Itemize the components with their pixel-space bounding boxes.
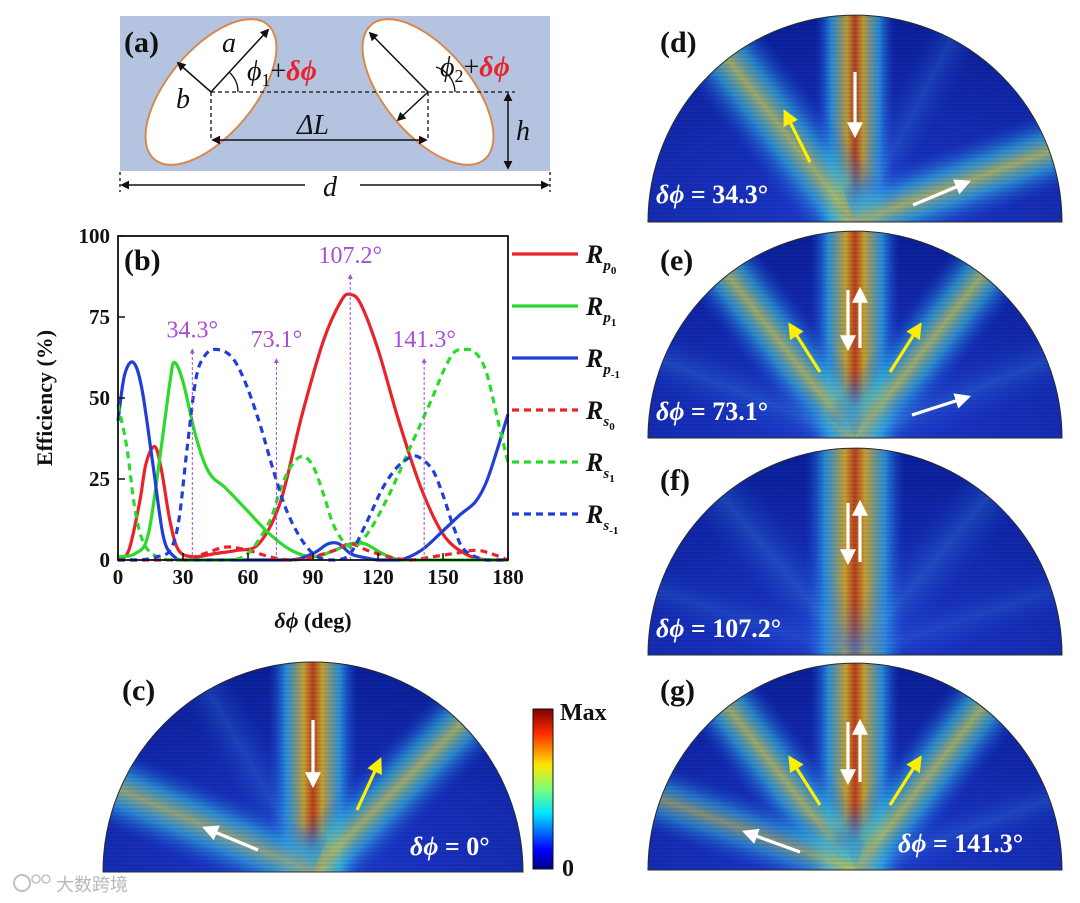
field-map-d: δϕ = 34.3° (d) [647, 14, 1063, 223]
y-tick-label: 75 [89, 305, 110, 329]
beam-direction-arrow-yellow [888, 322, 922, 373]
field-map-g: δϕ = 141.3° (g) [647, 662, 1063, 871]
panel-label-a: (a) [124, 26, 159, 59]
panel-label-c: (c) [122, 674, 155, 707]
field-map-outline [647, 447, 1063, 656]
semi-axis-b-arrow [176, 61, 212, 93]
watermark-logo-icon [13, 874, 31, 892]
right-minor-axis-arrow [396, 91, 429, 122]
panel-label-e: (e) [660, 244, 693, 277]
beam-direction-arrow-yellow [788, 322, 822, 373]
delta-phi-label: δϕ = 0° [410, 832, 490, 861]
label-delta-l: ΔL [296, 110, 329, 141]
y-tick-label: 50 [89, 386, 110, 410]
field-map-f: δϕ = 107.2° (f) [647, 447, 1063, 656]
legend-label: Rp1 [585, 292, 616, 329]
colorbar: Max 0 [532, 700, 607, 882]
field-map-outline [647, 230, 1063, 439]
field-map-e: δϕ = 73.1° (e) [647, 230, 1063, 439]
beam-direction-arrow-white [202, 825, 259, 852]
label-a: a [222, 28, 236, 59]
delta-phi-label: δϕ = 34.3° [656, 180, 768, 209]
annotation-label-1072: 107.2° [318, 243, 382, 269]
delta-phi-label: δϕ = 107.2° [656, 614, 781, 643]
series-line-r-p-1 [116, 360, 510, 562]
chart-legend: Rp0 Rp1 Rp-1 Rs0 Rs1 Rs-1 [512, 240, 620, 537]
chart-annotations-group: 34.3° 73.1° 107.2° 141.3° [167, 243, 456, 560]
x-tick-label: 30 [173, 565, 194, 589]
label-h: h [516, 116, 530, 147]
legend-label: Rp0 [585, 240, 617, 277]
series-line-r-s-1 [118, 347, 508, 562]
beam-direction-arrow-white [911, 393, 972, 417]
field-map-outline [647, 14, 1063, 223]
colorbar-gradient [532, 708, 554, 870]
chart-ticks-group: 0 30 60 90 120 150 180 0 25 50 75 100 [79, 224, 524, 589]
x-tick-label: 60 [238, 565, 259, 589]
field-map-outline [647, 662, 1063, 871]
watermark-text: 大数跨境 [56, 875, 128, 896]
series-line-r-p0 [116, 292, 508, 562]
schematic-panel: (a) a b ϕ1+δϕ ϕ2+δϕ ΔL h d [119, 16, 551, 203]
colorbar-min-label: 0 [562, 856, 574, 882]
angle-phi2-arc [435, 66, 456, 93]
right-semi-axis-arrow [368, 31, 429, 93]
annotation-label-343: 34.3° [167, 317, 219, 343]
x-tick-label: 0 [113, 565, 124, 589]
panel-label-f: (f) [660, 464, 690, 497]
beam-direction-arrow-yellow [783, 109, 812, 163]
beam-direction-arrow-yellow [355, 757, 382, 811]
label-d: d [323, 172, 338, 203]
beam-direction-arrow-white [912, 179, 971, 207]
field-maps-group: δϕ = 0°(c)δϕ = 34.3°(d)δϕ = 73.1°(e)δϕ =… [102, 14, 1063, 873]
x-tick-label: 90 [303, 565, 324, 589]
watermark-logo-icon-2 [31, 874, 41, 884]
field-map-c: δϕ = 0° (c) [102, 661, 524, 873]
delta-phi-label: δϕ = 141.3° [898, 829, 1023, 858]
annotation-label-1413: 141.3° [392, 327, 456, 353]
semi-axis-a-arrow [210, 28, 270, 93]
y-tick-label: 25 [89, 467, 110, 491]
panel-label-b: (b) [124, 244, 161, 277]
label-b: b [176, 84, 190, 115]
legend-label: Rs1 [585, 448, 615, 485]
watermark: 大数跨境 [13, 874, 128, 896]
legend-label: Rp-1 [585, 344, 620, 381]
colorbar-max-label: Max [560, 700, 607, 726]
y-tick-label: 0 [100, 548, 111, 572]
watermark-logo-icon-3 [41, 874, 51, 884]
legend-label: Rs0 [585, 396, 615, 433]
efficiency-chart: 34.3° 73.1°107.2°141.3° 0 30 60 90 120 150 1800… [32, 224, 620, 633]
chart-frame [117, 235, 509, 561]
beam-direction-arrow-yellow [788, 755, 822, 806]
angle-phi1-arc [228, 71, 239, 93]
annotation-label-731: 73.1° [251, 327, 303, 353]
x-axis-label: δϕ (deg) [274, 608, 351, 633]
beam-direction-arrow-yellow [888, 755, 922, 806]
field-map-outline [102, 661, 524, 873]
beam-direction-arrow-white [741, 828, 801, 854]
panel-label-d: (d) [660, 26, 697, 59]
label-phi2: ϕ2+δϕ [440, 52, 510, 86]
legend-label: Rs-1 [585, 500, 618, 537]
x-tick-label: 180 [492, 565, 524, 589]
x-tick-label: 150 [427, 565, 459, 589]
delta-phi-label: δϕ = 73.1° [656, 397, 768, 426]
x-tick-label: 120 [362, 565, 394, 589]
label-phi1: ϕ1+δϕ [247, 56, 317, 90]
series-line-r-s1 [116, 347, 510, 562]
y-axis-label: Efficiency (%) [32, 330, 57, 466]
panel-label-g: (g) [660, 674, 695, 707]
y-tick-label: 100 [79, 224, 111, 248]
